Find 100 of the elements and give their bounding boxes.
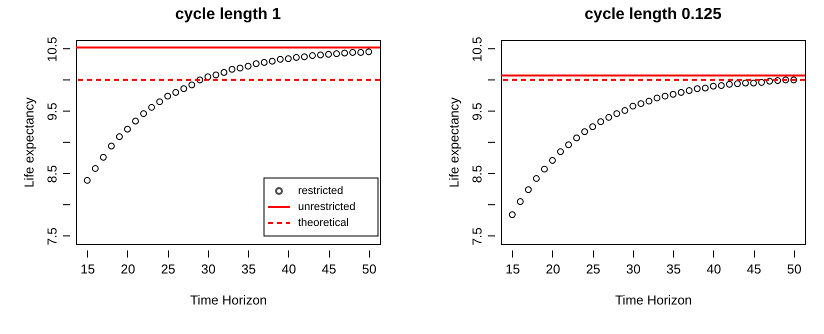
point xyxy=(92,165,99,172)
point xyxy=(349,49,356,56)
point xyxy=(228,66,236,73)
point xyxy=(260,59,268,66)
point xyxy=(508,211,516,218)
chart-title: cycle length 0.125 xyxy=(584,6,722,24)
point xyxy=(524,186,532,194)
point xyxy=(605,114,612,121)
point xyxy=(774,77,782,84)
x-tick-label: 40 xyxy=(706,262,722,276)
point xyxy=(268,58,276,65)
x-tick-label: 35 xyxy=(241,262,256,276)
point xyxy=(662,92,668,100)
point xyxy=(638,100,644,108)
y-tick-label: 10.5 xyxy=(470,36,484,62)
point xyxy=(573,134,580,142)
point xyxy=(333,50,340,58)
x-tick-label: 20 xyxy=(120,262,136,276)
legend-label: restricted xyxy=(298,185,344,197)
point xyxy=(557,148,564,156)
point xyxy=(710,82,717,90)
point xyxy=(180,85,188,92)
x-tick-label: 45 xyxy=(322,262,336,276)
point xyxy=(694,85,701,92)
legend-label: unrestricted xyxy=(298,201,356,213)
y-tick-label: 7.5 xyxy=(44,227,60,246)
legend-label: theoretical xyxy=(298,217,349,229)
point xyxy=(629,102,636,110)
point xyxy=(613,110,620,118)
point xyxy=(244,62,252,70)
point xyxy=(365,48,372,56)
point xyxy=(766,78,774,85)
point xyxy=(541,166,548,173)
x-tick-label: 30 xyxy=(201,262,216,276)
x-tick-label: 20 xyxy=(546,262,560,276)
point xyxy=(284,55,292,62)
point xyxy=(686,87,693,94)
chart-title: cycle length 1 xyxy=(175,6,282,24)
point xyxy=(597,118,604,126)
point xyxy=(124,126,131,133)
point xyxy=(581,128,588,136)
y-tick-label: 10.5 xyxy=(44,36,60,62)
point xyxy=(164,92,172,100)
point xyxy=(236,64,244,72)
x-tick-label: 50 xyxy=(787,262,802,276)
point xyxy=(292,54,300,61)
x-axis-title: Time Horizon xyxy=(190,292,267,308)
point xyxy=(718,82,725,89)
point xyxy=(750,80,757,86)
point xyxy=(790,76,798,84)
point xyxy=(565,141,572,148)
point xyxy=(132,118,139,125)
y-tick-label: 9.5 xyxy=(470,102,484,121)
point xyxy=(341,50,348,57)
point xyxy=(140,110,147,118)
y-axis-title: Life expectancy xyxy=(446,96,462,188)
point xyxy=(532,175,540,182)
point xyxy=(742,80,749,86)
point xyxy=(252,60,260,68)
point xyxy=(678,88,685,96)
y-tick-label: 8.5 xyxy=(44,164,60,184)
point xyxy=(758,79,765,86)
point xyxy=(100,154,107,161)
y-tick-label: 7.5 xyxy=(470,227,484,246)
x-tick-label: 25 xyxy=(160,262,176,276)
x-tick-label: 30 xyxy=(626,262,641,276)
point xyxy=(325,50,332,58)
point xyxy=(726,80,733,88)
point xyxy=(148,104,156,111)
point xyxy=(317,52,324,58)
x-axis-title: Time Horizon xyxy=(615,292,692,308)
point xyxy=(589,123,596,130)
point xyxy=(204,73,212,80)
point xyxy=(84,176,91,184)
x-tick-label: 50 xyxy=(362,262,376,276)
point xyxy=(188,82,196,88)
point xyxy=(300,53,308,60)
point xyxy=(670,90,677,98)
point xyxy=(516,198,524,205)
point xyxy=(646,98,652,105)
point xyxy=(782,76,790,84)
x-tick-label: 45 xyxy=(746,262,762,276)
x-tick-label: 25 xyxy=(586,262,600,276)
y-tick-label: 8.5 xyxy=(470,164,484,184)
point xyxy=(654,94,660,102)
point xyxy=(276,56,284,63)
point xyxy=(212,72,220,78)
y-tick-label: 9.5 xyxy=(44,102,60,121)
point xyxy=(172,88,180,96)
point xyxy=(108,142,115,150)
x-tick-label: 40 xyxy=(282,262,296,276)
point xyxy=(621,107,628,114)
x-tick-label: 15 xyxy=(506,262,520,276)
y-axis-title: Life expectancy xyxy=(22,96,36,188)
x-tick-label: 15 xyxy=(80,262,95,276)
point xyxy=(357,49,364,56)
point xyxy=(196,76,204,84)
point xyxy=(309,52,316,60)
point xyxy=(702,84,709,92)
point xyxy=(734,80,741,88)
